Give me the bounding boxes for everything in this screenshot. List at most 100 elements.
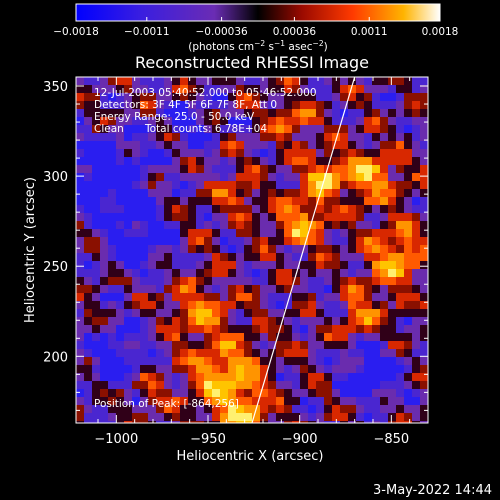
heatmap-cell [220, 181, 229, 190]
heatmap-cell [204, 165, 213, 174]
date-stamp: 3-May-2022 14:44 [373, 483, 492, 498]
heatmap-cell [268, 301, 277, 310]
heatmap-cell [228, 317, 237, 326]
heatmap-cell [172, 381, 181, 390]
heatmap-cell [220, 253, 229, 262]
heatmap-cell [380, 165, 389, 174]
heatmap-cell [92, 141, 101, 150]
heatmap-cell [148, 389, 157, 398]
heatmap-cell [340, 117, 349, 126]
heatmap-cell [348, 373, 357, 382]
heatmap-cell [132, 245, 141, 254]
heatmap-cell [148, 421, 157, 423]
heatmap-cell [412, 405, 421, 414]
heatmap-cell [76, 133, 85, 142]
heatmap-cell [316, 85, 325, 94]
heatmap-cell [340, 317, 349, 326]
heatmap-cell [172, 181, 181, 190]
heatmap-cell [364, 93, 373, 102]
heatmap-cell [140, 357, 149, 366]
heatmap-cell [364, 117, 373, 126]
heatmap-cell [364, 301, 373, 310]
heatmap-cell [252, 77, 261, 86]
heatmap-cell [372, 293, 381, 302]
heatmap-cell [380, 317, 389, 326]
heatmap-cell [420, 357, 428, 366]
heatmap-cell [252, 101, 261, 110]
heatmap-cell [324, 381, 333, 390]
heatmap-cell [220, 245, 229, 254]
heatmap-cell [412, 309, 421, 318]
heatmap-cell [284, 245, 293, 254]
heatmap-cell [268, 381, 277, 390]
heatmap-cell [132, 181, 141, 190]
heatmap-cell [396, 93, 405, 102]
heatmap-cell [228, 189, 237, 198]
heatmap-cell [108, 205, 117, 214]
heatmap-cell [108, 269, 117, 278]
heatmap-cell [84, 285, 93, 294]
heatmap-cell [228, 133, 237, 142]
heatmap-cell [412, 237, 421, 246]
heatmap-cell [276, 333, 285, 342]
heatmap-cell [172, 285, 181, 294]
heatmap-cell [156, 85, 165, 94]
heatmap-cell [196, 117, 205, 126]
heatmap-cell [348, 277, 357, 286]
heatmap-cell [324, 181, 333, 190]
heatmap-cell [292, 413, 301, 422]
heatmap-cell [228, 173, 237, 182]
heatmap-cell [372, 325, 381, 334]
heatmap-cell [332, 229, 341, 238]
heatmap-cell [396, 333, 405, 342]
heatmap-cell [348, 205, 357, 214]
heatmap-cell [412, 373, 421, 382]
heatmap-cell [228, 341, 237, 350]
heatmap-cell [188, 341, 197, 350]
heatmap-cell [252, 253, 261, 262]
heatmap-cell [260, 293, 269, 302]
heatmap-cell [180, 181, 189, 190]
heatmap-cell [260, 221, 269, 230]
heatmap-cell [348, 397, 357, 406]
heatmap-cell [140, 189, 149, 198]
heatmap-cell [268, 365, 277, 374]
heatmap-cell [308, 277, 317, 286]
heatmap-cell [236, 349, 245, 358]
heatmap-cell [292, 237, 301, 246]
heatmap-cell [348, 245, 357, 254]
heatmap-cell [108, 173, 117, 182]
heatmap-cell [220, 317, 229, 326]
heatmap-cell [92, 397, 101, 406]
heatmap-cell [356, 285, 365, 294]
heatmap-cell [276, 261, 285, 270]
heatmap-cell [100, 357, 109, 366]
heatmap-cell [412, 157, 421, 166]
heatmap-cell [116, 117, 125, 126]
heatmap-cell [116, 293, 125, 302]
heatmap-cell [236, 117, 245, 126]
heatmap-cell [180, 317, 189, 326]
heatmap-cell [284, 93, 293, 102]
heatmap-cell [196, 253, 205, 262]
heatmap-cell [156, 205, 165, 214]
heatmap-cell [372, 197, 381, 206]
heatmap-cell [372, 405, 381, 414]
heatmap-cell [356, 133, 365, 142]
heatmap-cell [396, 149, 405, 158]
heatmap-cell [132, 157, 141, 166]
heatmap-cell [340, 293, 349, 302]
heatmap-cell [276, 101, 285, 110]
heatmap-cell [100, 189, 109, 198]
heatmap-cell [252, 213, 261, 222]
plot-frame [75, 76, 429, 424]
heatmap-cell [228, 213, 237, 222]
heatmap-cell [284, 125, 293, 134]
heatmap-cell [92, 309, 101, 318]
heatmap-cell [252, 141, 261, 150]
heatmap-cell [324, 269, 333, 278]
heatmap-cell [220, 381, 229, 390]
heatmap-cell [228, 237, 237, 246]
heatmap-cell [156, 357, 165, 366]
heatmap-cell [388, 261, 397, 270]
